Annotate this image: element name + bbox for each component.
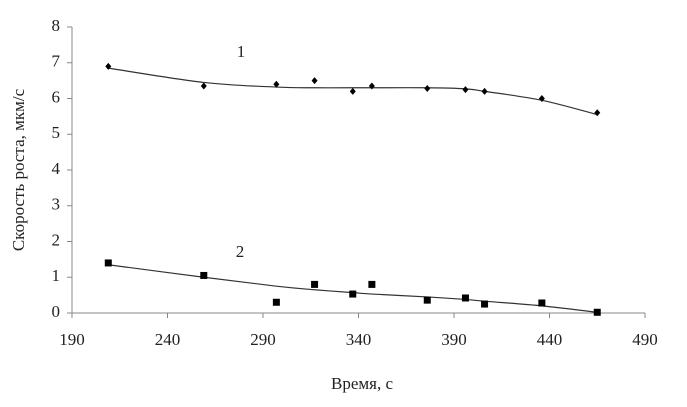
x-tick-label: 190 bbox=[59, 330, 85, 349]
x-tick-label: 240 bbox=[155, 330, 181, 349]
y-tick-label: 3 bbox=[52, 195, 61, 214]
point bbox=[349, 290, 357, 298]
point bbox=[273, 80, 280, 88]
point bbox=[349, 87, 356, 95]
point bbox=[272, 298, 280, 306]
point bbox=[462, 86, 469, 94]
point bbox=[368, 82, 375, 90]
point bbox=[200, 82, 207, 90]
point bbox=[461, 294, 469, 302]
y-tick-label: 8 bbox=[52, 16, 61, 35]
x-tick-label: 440 bbox=[537, 330, 563, 349]
point bbox=[424, 84, 431, 92]
point bbox=[423, 296, 431, 304]
x-tick-label: 490 bbox=[632, 330, 658, 349]
point bbox=[538, 95, 545, 102]
x-tick-label: 390 bbox=[441, 330, 467, 349]
x-tick-label: 290 bbox=[250, 330, 276, 349]
series-label: 2 bbox=[236, 242, 245, 261]
point bbox=[311, 280, 319, 288]
y-axis-title: Скорость роста, мкм/с bbox=[9, 88, 28, 251]
trend-line bbox=[108, 264, 598, 313]
y-tick-label: 7 bbox=[52, 52, 61, 71]
y-tick-label: 4 bbox=[52, 159, 61, 178]
x-tick-label: 340 bbox=[346, 330, 372, 349]
trend-line bbox=[108, 67, 598, 116]
y-tick-label: 5 bbox=[52, 123, 61, 142]
point bbox=[200, 271, 208, 279]
point bbox=[538, 299, 546, 307]
y-tick-label: 2 bbox=[52, 230, 61, 249]
point bbox=[105, 62, 112, 70]
point bbox=[481, 87, 488, 95]
point bbox=[594, 109, 601, 117]
point bbox=[311, 77, 318, 85]
point bbox=[104, 259, 112, 267]
y-tick-label: 0 bbox=[52, 302, 61, 321]
y-tick-label: 1 bbox=[52, 266, 61, 285]
point bbox=[593, 308, 601, 316]
series-label: 1 bbox=[237, 42, 246, 61]
point bbox=[368, 280, 376, 288]
x-axis-title: Время, с bbox=[331, 374, 393, 393]
point bbox=[481, 300, 489, 308]
y-tick-label: 6 bbox=[52, 87, 61, 106]
